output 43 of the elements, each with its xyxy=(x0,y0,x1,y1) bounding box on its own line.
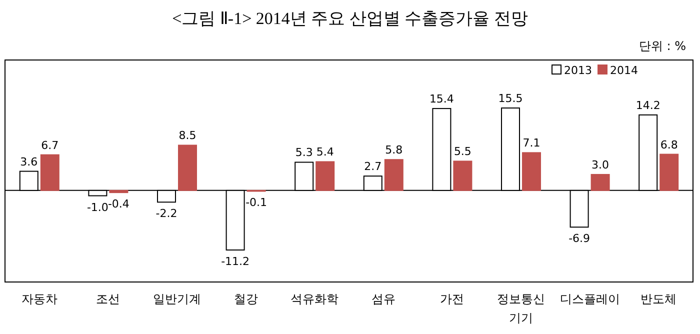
data-label: -0.1 xyxy=(246,196,268,209)
data-label: -2.2 xyxy=(156,207,178,220)
data-label: 5.4 xyxy=(316,146,334,159)
x-tick-label: 철강 xyxy=(234,292,258,306)
data-label: 7.1 xyxy=(522,136,540,150)
chart-title: <그림 Ⅱ-1> 2014년 주요 산업별 수출증가율 전망 xyxy=(172,9,528,28)
data-label: 5.8 xyxy=(385,144,403,157)
data-label: -0.4 xyxy=(108,198,130,211)
bar xyxy=(178,144,197,191)
data-label: 15.5 xyxy=(498,92,523,105)
bar xyxy=(660,154,679,191)
x-tick-label: 조선 xyxy=(96,292,120,306)
x-tick-label: 정보통신기기 xyxy=(497,292,545,325)
data-label: 2.7 xyxy=(364,160,382,174)
legend-label: 2014 xyxy=(610,64,638,77)
data-label: -11.2 xyxy=(221,255,250,268)
bar xyxy=(109,190,128,194)
x-tick-label: 일반기계 xyxy=(153,292,201,306)
x-tick-label: 석유화학 xyxy=(290,292,339,306)
bar xyxy=(40,154,60,191)
bar xyxy=(384,159,404,191)
data-label: 5.3 xyxy=(295,146,313,160)
bar xyxy=(316,161,335,191)
data-label: -6.9 xyxy=(568,232,590,246)
data-label: 14.2 xyxy=(636,98,660,112)
data-label: 15.4 xyxy=(429,92,454,106)
data-label: 3.0 xyxy=(592,158,610,172)
bar xyxy=(522,152,541,191)
data-label: -1.0 xyxy=(86,200,108,214)
data-label: 6.8 xyxy=(660,138,678,152)
x-tick-label: 디스플레이 xyxy=(560,292,620,306)
legend-label: 2013 xyxy=(564,64,592,77)
text: 단위 : % xyxy=(638,39,686,53)
x-tick-label: 가전 xyxy=(440,292,464,306)
x-tick-label: 섬유 xyxy=(371,292,396,306)
bar xyxy=(453,160,472,191)
data-label: 5.5 xyxy=(454,145,472,158)
data-label: 3.6 xyxy=(20,155,38,168)
x-tick-label: 반도체 xyxy=(640,292,677,306)
bar xyxy=(590,174,610,191)
x-tick-label: 자동차 xyxy=(21,292,58,306)
data-label: 8.5 xyxy=(178,129,196,142)
data-label: 6.7 xyxy=(41,138,59,152)
